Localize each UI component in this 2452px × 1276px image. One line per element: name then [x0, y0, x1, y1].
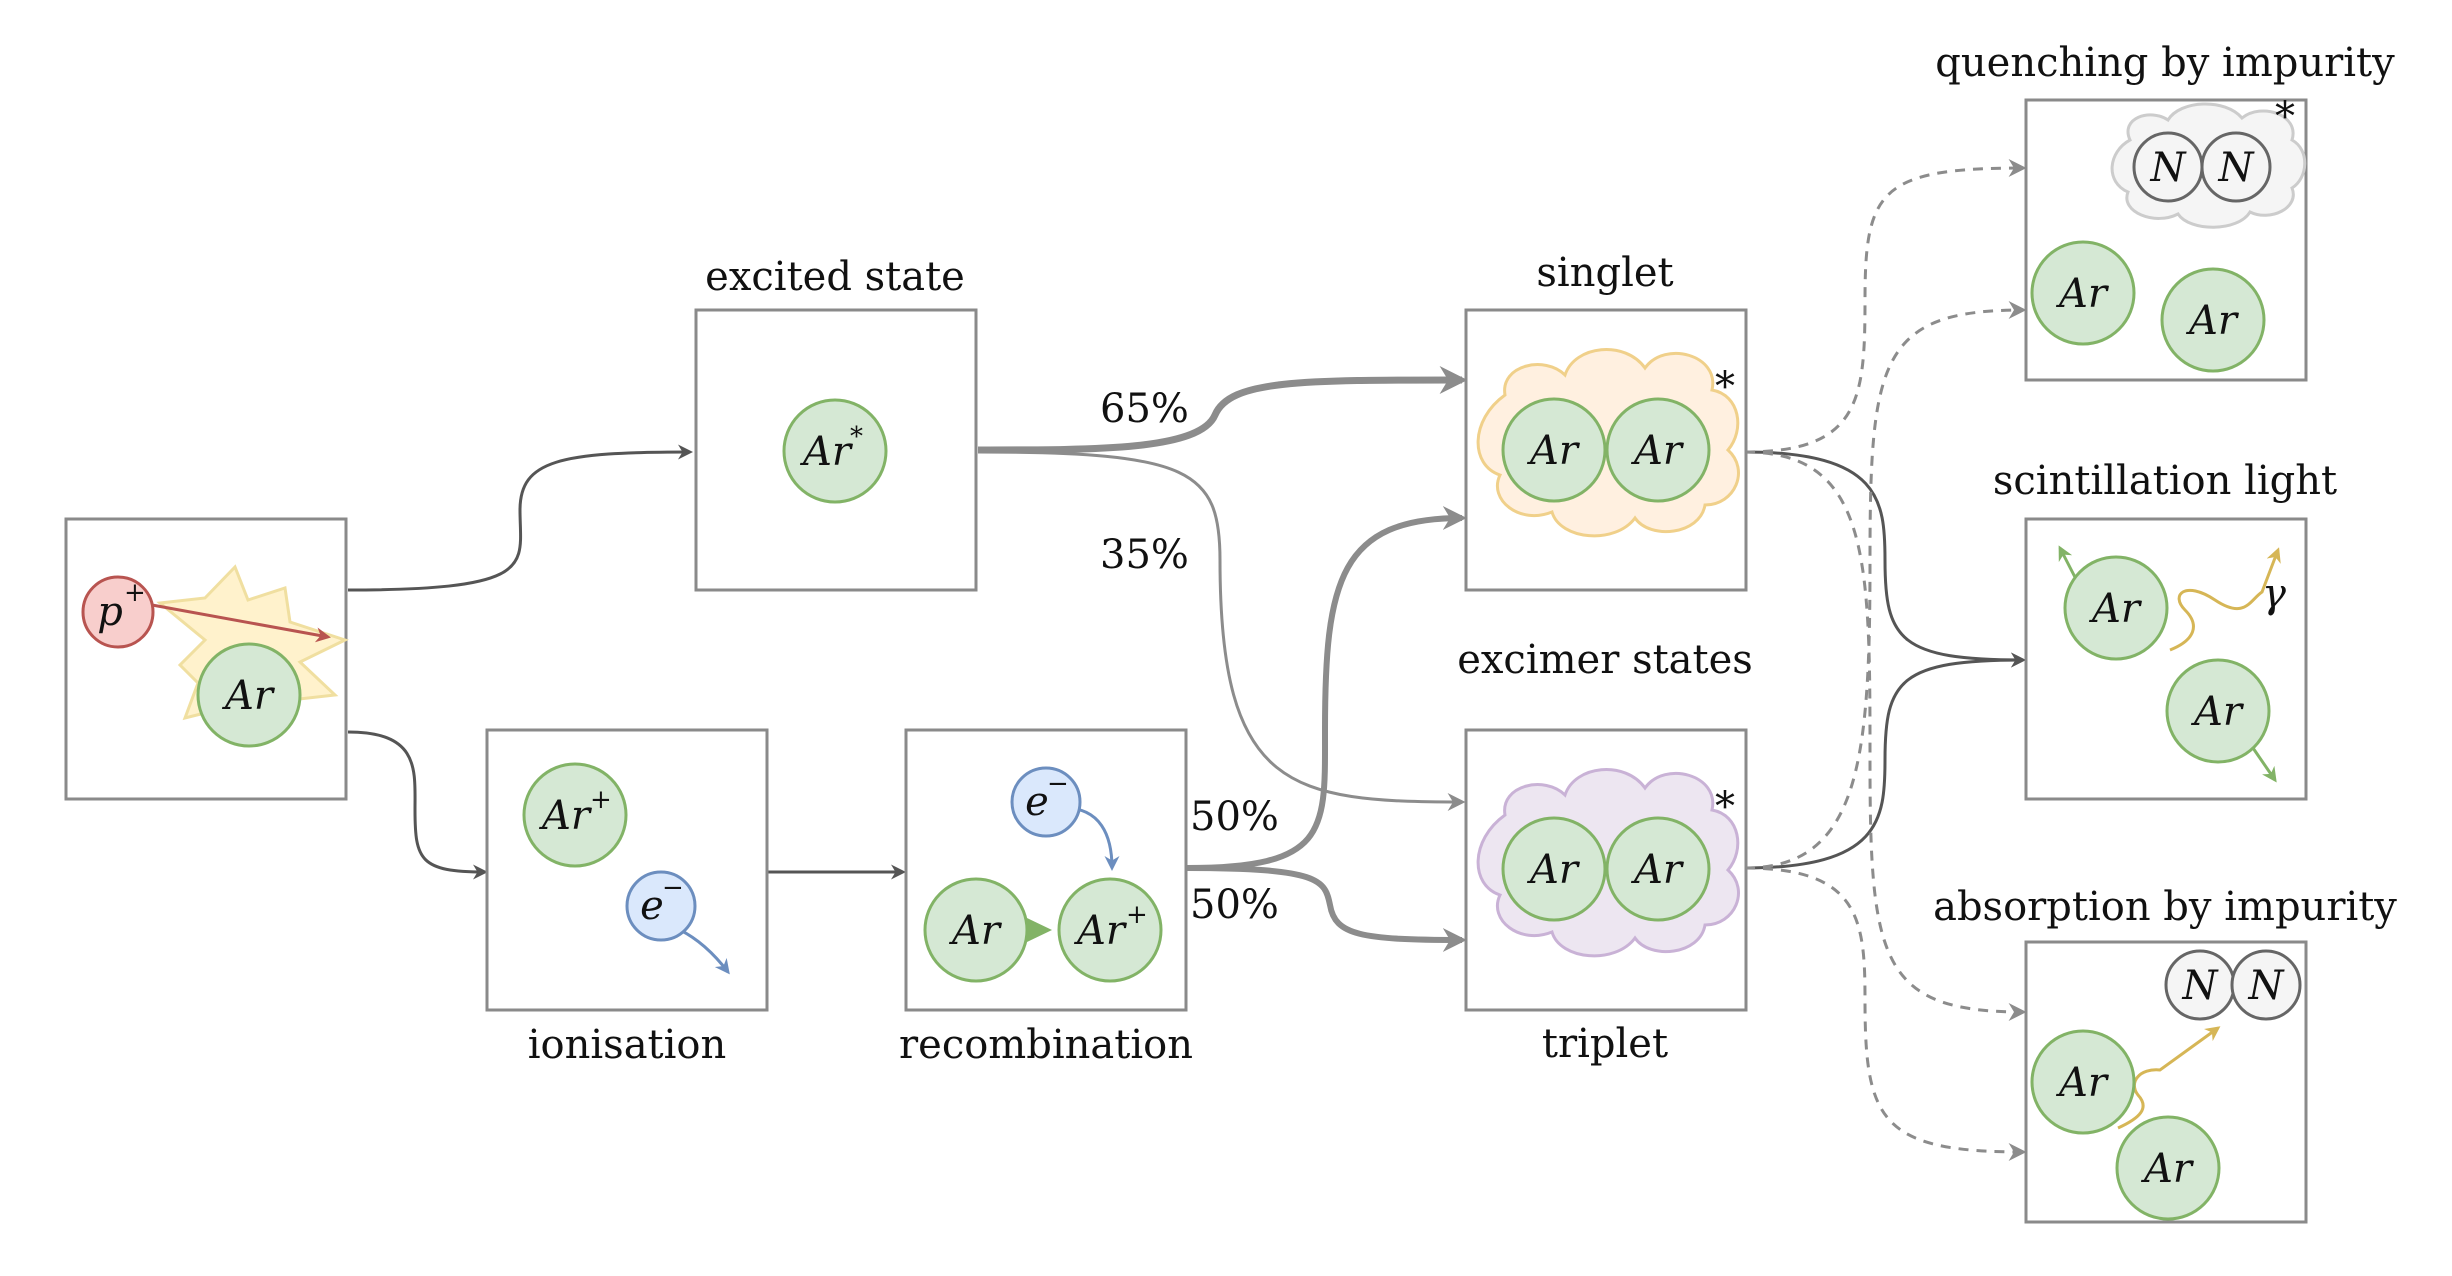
- proton: [81, 575, 155, 649]
- absorb-argon-a-label: Ar: [2055, 1060, 2110, 1106]
- absorb-nitrogen-right-label: N: [2248, 963, 2286, 1009]
- nitrogen-right: [2200, 131, 2272, 203]
- arrow-recombination-to-singlet: [1186, 506, 1467, 871]
- scint-argon-a-label: Ar: [2088, 586, 2143, 632]
- pct-recomb-to-triplet: 50%: [1190, 882, 1279, 928]
- recoil-arrow-down: [2251, 747, 2277, 783]
- photon-label: γ: [2262, 571, 2286, 617]
- argon-ion: [522, 762, 628, 868]
- recomb-argon-ion: [1057, 877, 1163, 983]
- arrow-triplet-to-scintillation: [1744, 652, 2026, 870]
- quenching-box: N N * Ar Ar: [2024, 94, 2308, 382]
- proton-trajectory-arrow: [151, 603, 331, 643]
- electron: [625, 870, 697, 942]
- arrow-excited-to-singlet: [977, 366, 1468, 454]
- recomb-electron-charge: −: [1047, 769, 1069, 799]
- arrow-triplet-to-absorption: [1744, 866, 2027, 1161]
- absorb-nitrogen-left-label: N: [2182, 963, 2220, 1009]
- argon-atom: [196, 642, 302, 748]
- nitrogen-left-label: N: [2150, 145, 2188, 191]
- quenching-star: *: [2275, 94, 2295, 140]
- recomb-electron: [1010, 766, 1082, 838]
- absorbed-photon-wave-icon: [2117, 1026, 2221, 1130]
- argon-ion-charge: +: [590, 785, 612, 815]
- singlet-argon-left-label: Ar: [1526, 428, 1581, 474]
- absorb-argon-a: [2030, 1029, 2136, 1135]
- singlet-box: Ar Ar *: [1464, 308, 1748, 592]
- triplet-box: Ar Ar *: [1464, 728, 1748, 1012]
- triplet-argon-left: [1501, 816, 1607, 922]
- electron-motion-arrow: [679, 928, 730, 975]
- arrow-excited-to-triplet: [977, 450, 1466, 811]
- quenching-label: quenching by impurity: [1935, 40, 2395, 86]
- proton-charge: +: [124, 578, 146, 608]
- arrow-singlet-to-quenching-top: [1744, 159, 2027, 454]
- triplet-argon-right: [1605, 816, 1711, 922]
- absorb-argon-b: [2115, 1115, 2221, 1221]
- quench-argon-a-label: Ar: [2055, 271, 2110, 317]
- absorption-label: absorption by impurity: [1933, 884, 2397, 930]
- arrow-recombination-to-triplet: [1186, 865, 1467, 952]
- quench-argon-b: [2160, 267, 2266, 373]
- singlet-label: singlet: [1536, 250, 1673, 296]
- argon-label: Ar: [221, 673, 276, 719]
- bond-arrow-icon: [1027, 918, 1052, 942]
- arrow-singlet-to-absorption: [1744, 450, 2027, 1021]
- arrow-singlet-to-scintillation: [1744, 450, 2026, 668]
- excited-star: *: [850, 422, 863, 452]
- arrow-triplet-to-quenching: [1744, 301, 2027, 870]
- pct-recomb-to-singlet: 50%: [1190, 794, 1279, 840]
- recombination-box: e − Ar Ar +: [904, 728, 1188, 1012]
- electron-label: e: [640, 883, 664, 929]
- singlet-star: *: [1715, 364, 1735, 410]
- photon-wave-icon: [2169, 547, 2281, 652]
- scint-argon-a: [2063, 555, 2169, 661]
- ionisation-box: Ar + e −: [485, 728, 769, 1012]
- recombination-label: recombination: [899, 1022, 1193, 1068]
- absorb-nitrogen-right: [2230, 949, 2302, 1021]
- arrow-initial-to-ionisation: [347, 730, 488, 880]
- electron-charge: −: [662, 873, 684, 903]
- pct-excited-to-singlet: 65%: [1100, 386, 1189, 432]
- recomb-argon-ion-charge: +: [1126, 900, 1148, 930]
- scint-argon-b-label: Ar: [2190, 689, 2245, 735]
- triplet-argon-right-label: Ar: [1630, 847, 1685, 893]
- excited-state-box: Ar *: [694, 308, 978, 592]
- quench-argon-a: [2030, 240, 2136, 346]
- triplet-argon-left-label: Ar: [1526, 847, 1581, 893]
- ionisation-label: ionisation: [528, 1022, 727, 1068]
- excited-state-label: excited state: [705, 254, 965, 300]
- triplet-label: triplet: [1542, 1021, 1668, 1067]
- initial-collision-box: Ar p +: [64, 517, 349, 801]
- singlet-argon-right-label: Ar: [1630, 428, 1685, 474]
- nitrogen-right-label: N: [2218, 145, 2256, 191]
- recomb-argon-ion-label: Ar: [1073, 908, 1128, 954]
- connections: [347, 159, 2027, 1161]
- scint-argon-b: [2165, 658, 2271, 764]
- excited-argon-atom: [782, 398, 888, 504]
- proton-label: p: [97, 589, 123, 635]
- quench-argon-b-label: Ar: [2185, 298, 2240, 344]
- scintillation-label: scintillation light: [1993, 458, 2337, 504]
- recomb-argon-label: Ar: [948, 908, 1003, 954]
- triplet-star: *: [1715, 784, 1735, 830]
- singlet-argon-left: [1501, 397, 1607, 503]
- singlet-argon-right: [1605, 397, 1711, 503]
- scintillation-box: Ar γ Ar: [2024, 517, 2308, 801]
- absorption-box: N N Ar Ar: [2024, 940, 2308, 1224]
- pct-excited-to-triplet: 35%: [1100, 532, 1189, 578]
- absorb-argon-b-label: Ar: [2140, 1146, 2195, 1192]
- recomb-electron-label: e: [1025, 779, 1049, 825]
- argon-ion-label: Ar: [538, 793, 593, 839]
- excited-argon-label: Ar: [799, 429, 854, 475]
- arrow-initial-to-excited: [347, 444, 693, 592]
- excimer-states-label: excimer states: [1457, 637, 1753, 683]
